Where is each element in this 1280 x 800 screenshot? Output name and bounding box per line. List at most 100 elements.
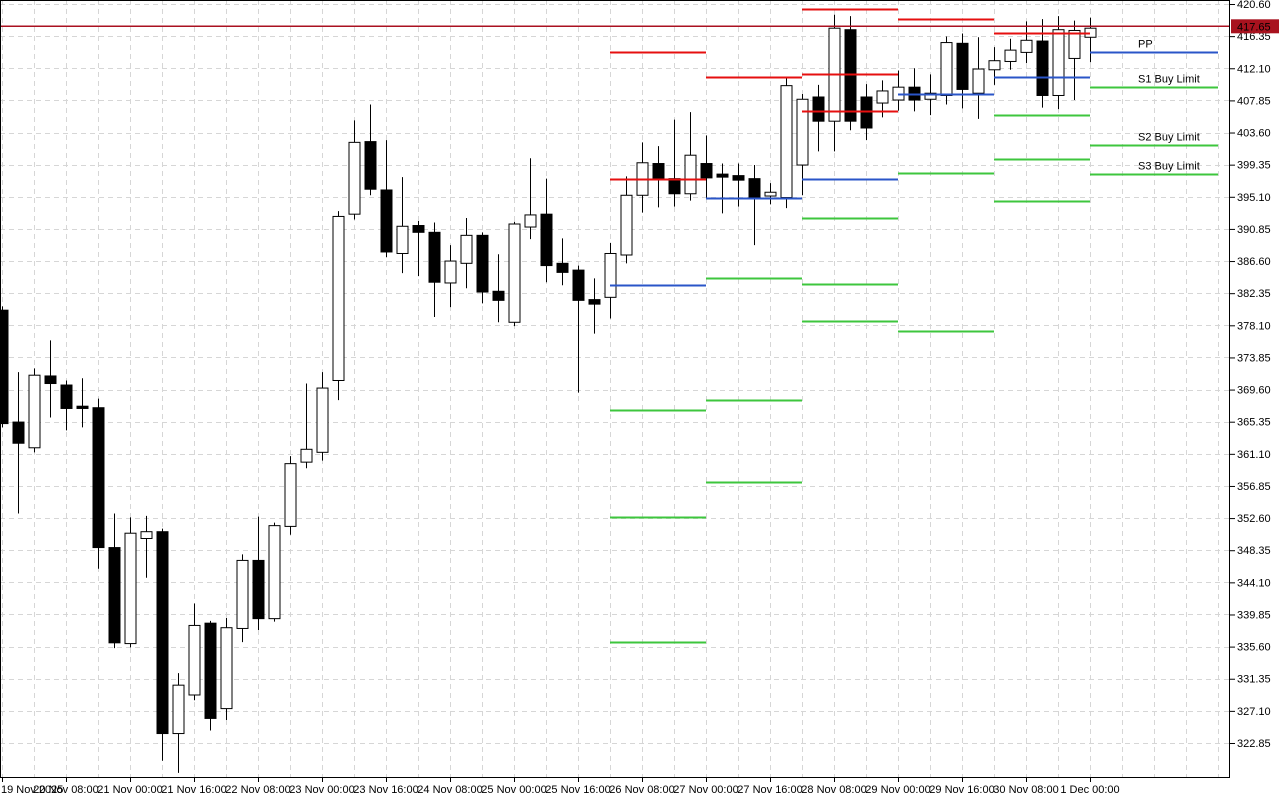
- candle-body: [1020, 39, 1033, 53]
- candle-bearish: [652, 146, 665, 208]
- price-tick-label: 356.85: [1237, 481, 1271, 493]
- candle-body: [412, 225, 425, 233]
- candle-body: [684, 154, 697, 195]
- time-tick-label: 26 Nov 08:00: [609, 784, 674, 796]
- candle-body: [812, 96, 825, 122]
- time-tick-label: 29 Nov 00:00: [865, 784, 930, 796]
- candle-bearish: [412, 220, 425, 277]
- candle-body: [1, 309, 9, 425]
- candle-body: [444, 260, 457, 284]
- candle-body: [1004, 49, 1017, 62]
- price-tick-label: 390.85: [1237, 224, 1271, 236]
- candle-bullish: [1020, 21, 1033, 63]
- candle-body: [556, 262, 569, 273]
- time-tick-label: 25 Nov 16:00: [545, 784, 610, 796]
- candle-body: [268, 525, 281, 620]
- candle-bearish: [204, 620, 217, 731]
- candle-bearish: [1, 306, 9, 428]
- candle-bullish: [124, 517, 137, 648]
- candle-bearish: [492, 254, 505, 323]
- candle-bullish: [524, 158, 537, 240]
- time-tick-label: 23 Nov 16:00: [353, 784, 418, 796]
- candle-body: [732, 175, 745, 181]
- candle-body: [460, 234, 473, 264]
- candle-bullish: [396, 177, 409, 274]
- price-tick-label: 412.10: [1237, 63, 1271, 75]
- candle-body: [364, 141, 377, 190]
- candle-body: [44, 375, 57, 385]
- price-tick-label: 339.85: [1237, 609, 1271, 621]
- candle-bullish: [188, 603, 201, 701]
- candle-body: [652, 163, 665, 180]
- grid-lines: [0, 0, 1230, 778]
- candle-body: [604, 252, 617, 298]
- price-tick-label: 399.35: [1237, 160, 1271, 172]
- candle-bearish: [668, 119, 681, 207]
- candle-bearish: [108, 513, 121, 649]
- candle-body: [508, 223, 521, 323]
- candle-bullish: [316, 372, 329, 461]
- price-axis[interactable]: 420.60 416.35 412.10 407.85 403.60 399.35 395.…: [1230, 0, 1271, 750]
- candle-body: [172, 684, 185, 735]
- pivot-level-lines: [610, 8, 1218, 644]
- candle-bearish: [364, 104, 377, 196]
- candle-bearish: [476, 232, 489, 304]
- candle-bullish: [236, 554, 249, 643]
- pivot-level-labels: PP S1 Buy Limit S2 Buy Limit S3 Buy Limit: [1138, 39, 1200, 173]
- candle-body: [956, 42, 969, 90]
- price-tick-label: 386.60: [1237, 256, 1271, 268]
- candle-bearish: [252, 516, 265, 630]
- candle-body: [140, 531, 153, 539]
- price-tick-label: 327.10: [1237, 706, 1271, 718]
- candle-body: [972, 68, 985, 94]
- price-tick-label: 365.35: [1237, 417, 1271, 429]
- candle-bullish: [684, 112, 697, 201]
- candle-bearish: [12, 372, 25, 514]
- candle-bearish: [908, 68, 921, 112]
- candle-body: [716, 173, 729, 178]
- candle-bullish: [220, 617, 233, 720]
- current-price-badge: 417.65: [1231, 19, 1279, 34]
- candle-body: [748, 178, 761, 199]
- candle-bullish: [284, 456, 297, 535]
- price-tick-label: 378.10: [1237, 320, 1271, 332]
- price-tick-label: 403.60: [1237, 128, 1271, 140]
- candle-bearish: [156, 528, 169, 761]
- candle-bearish: [572, 265, 585, 393]
- candle-bearish: [956, 33, 969, 109]
- candle-bullish: [268, 522, 281, 622]
- candle-body: [204, 622, 217, 719]
- candle-body: [380, 189, 393, 253]
- time-tick-label: 21 Nov 00:00: [97, 784, 162, 796]
- candle-body: [428, 231, 441, 283]
- time-tick-label: 27 Nov 16:00: [737, 784, 802, 796]
- candle-body: [28, 374, 41, 449]
- pivot-label-s2: S2 Buy Limit: [1138, 132, 1200, 144]
- candle-bullish: [28, 368, 41, 453]
- candle-body: [540, 213, 553, 267]
- candle-body: [284, 463, 297, 527]
- candle-bullish: [300, 383, 313, 469]
- time-tick-label: 19 Nov 2025: [1, 784, 63, 796]
- candle-body: [124, 532, 137, 645]
- price-tick-label: 395.10: [1237, 192, 1271, 204]
- candle-bearish: [812, 84, 825, 152]
- candle-body: [1036, 40, 1049, 96]
- candle-body: [796, 98, 809, 166]
- candle-body: [300, 448, 313, 463]
- candle-body: [220, 627, 233, 710]
- price-tick-label: 335.60: [1237, 642, 1271, 654]
- candle-bullish: [444, 245, 457, 308]
- candle-bearish: [556, 238, 569, 286]
- candle-body: [620, 194, 633, 256]
- candle-body: [524, 214, 537, 228]
- candle-bearish: [1036, 19, 1049, 108]
- candle-body: [876, 90, 889, 104]
- candle-bullish: [1004, 38, 1017, 70]
- price-tick-label: 416.35: [1237, 31, 1271, 43]
- candle-bullish: [764, 183, 777, 205]
- price-tick-label: 361.10: [1237, 449, 1271, 461]
